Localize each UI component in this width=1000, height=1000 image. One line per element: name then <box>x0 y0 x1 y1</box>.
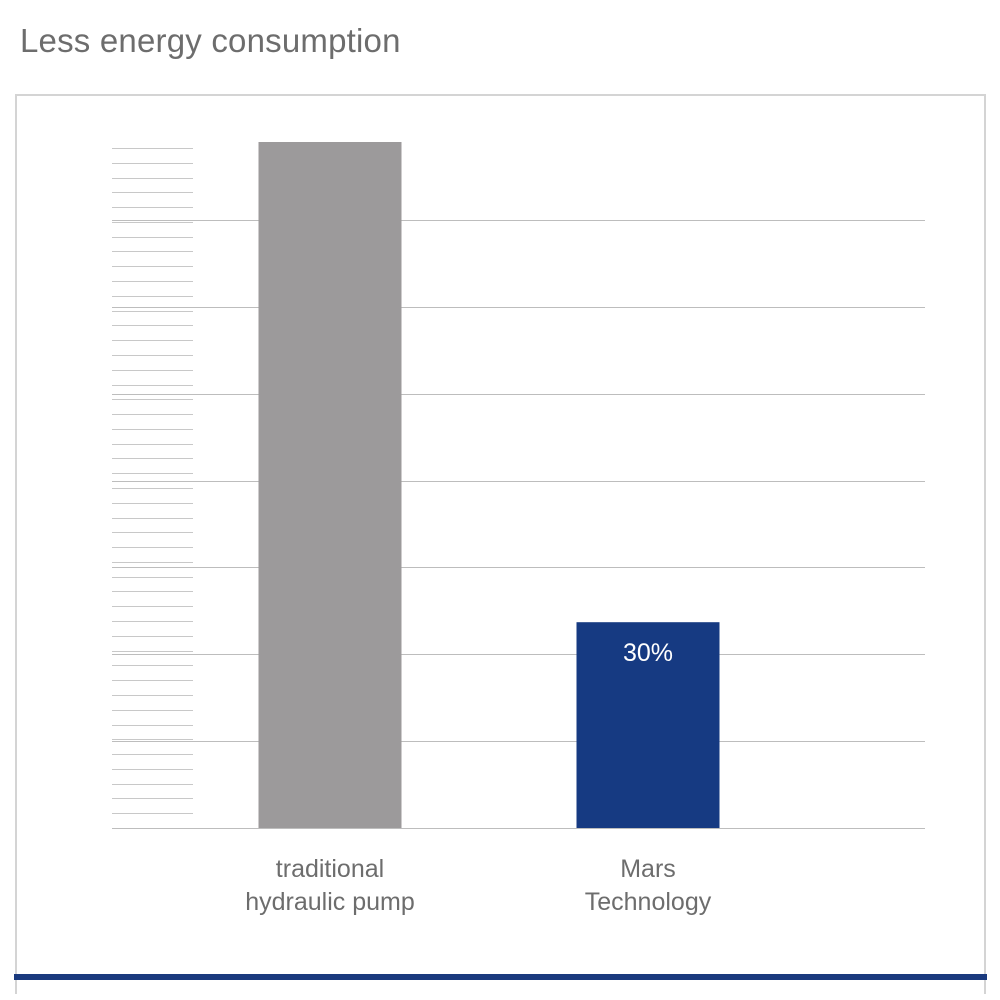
category-label: traditional <box>276 855 384 883</box>
bottom-accent-bar <box>14 974 987 980</box>
category-label: Technology <box>585 888 712 916</box>
data-label: 30% <box>623 639 673 667</box>
bar <box>576 622 720 828</box>
category-label: hydraulic pump <box>245 888 415 916</box>
chart-frame <box>15 94 986 994</box>
bar <box>258 142 402 828</box>
category-label: Mars <box>620 855 676 883</box>
chart-title: Less energy consumption <box>20 22 401 59</box>
